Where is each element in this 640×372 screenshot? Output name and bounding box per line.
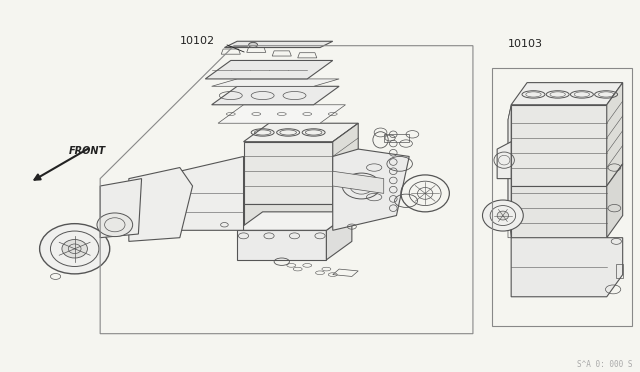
Polygon shape — [244, 142, 333, 205]
Polygon shape — [607, 83, 623, 186]
Polygon shape — [607, 164, 623, 238]
Polygon shape — [508, 105, 511, 238]
Polygon shape — [225, 41, 333, 48]
Ellipse shape — [97, 213, 132, 237]
Polygon shape — [180, 157, 244, 230]
Polygon shape — [333, 149, 409, 230]
Polygon shape — [205, 61, 333, 79]
Text: FRONT: FRONT — [68, 146, 106, 156]
Polygon shape — [497, 142, 511, 179]
Ellipse shape — [248, 42, 257, 48]
Polygon shape — [218, 105, 346, 123]
Text: S^A 0: 000 S: S^A 0: 000 S — [577, 360, 632, 369]
Polygon shape — [212, 86, 339, 105]
Polygon shape — [237, 230, 326, 260]
Polygon shape — [511, 186, 607, 238]
Polygon shape — [511, 238, 623, 297]
Polygon shape — [244, 205, 333, 230]
Ellipse shape — [40, 224, 109, 274]
Polygon shape — [237, 212, 352, 230]
Polygon shape — [511, 83, 623, 105]
Ellipse shape — [497, 211, 509, 220]
Polygon shape — [511, 105, 607, 186]
Polygon shape — [333, 171, 384, 193]
Text: 10103: 10103 — [508, 39, 543, 49]
Text: 10102: 10102 — [180, 36, 215, 46]
Polygon shape — [326, 212, 352, 260]
Polygon shape — [129, 167, 193, 241]
Polygon shape — [333, 186, 358, 230]
Polygon shape — [100, 179, 141, 238]
Polygon shape — [333, 123, 358, 205]
Polygon shape — [212, 79, 339, 86]
Ellipse shape — [62, 240, 88, 258]
Polygon shape — [244, 123, 358, 142]
Ellipse shape — [483, 200, 524, 231]
